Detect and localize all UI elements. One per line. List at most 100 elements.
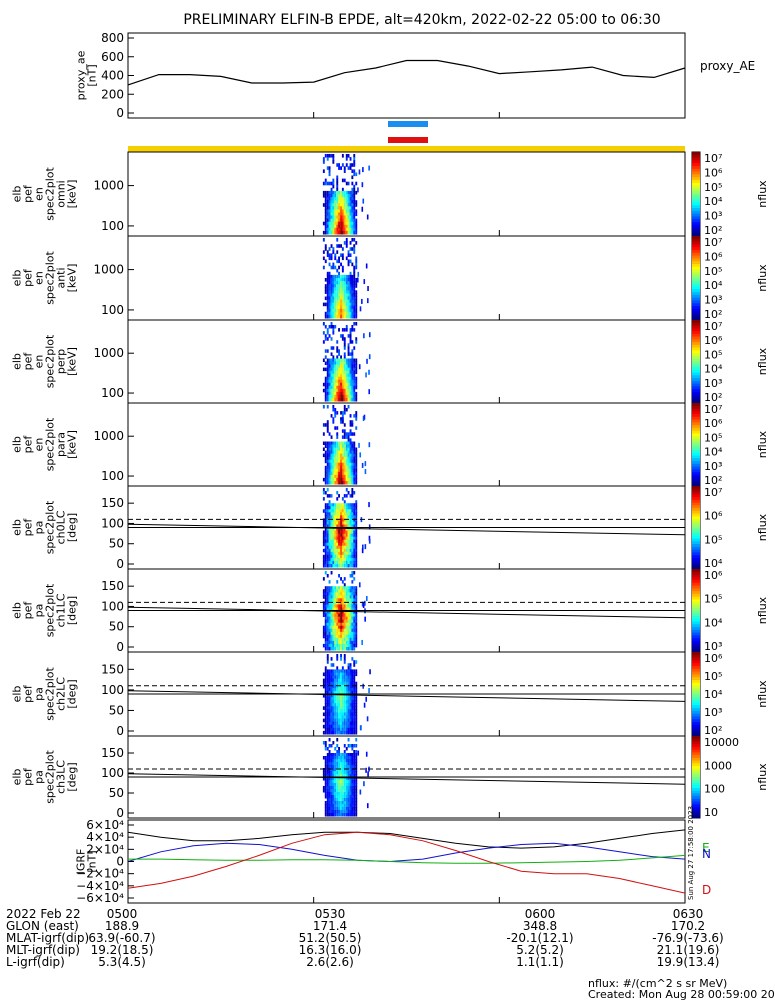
colorbar-ch3LC: [692, 812, 700, 816]
heat-cell-ch3LC: [328, 759, 331, 763]
heat-cell-ch2LC: [338, 730, 340, 735]
heat-cell-perp: [326, 398, 329, 402]
heat-cell-ch2LC: [340, 669, 342, 673]
heat-cell-ch3LC: [349, 813, 352, 817]
heat-cell-ch3LC: [336, 801, 339, 805]
heat-cell-ch3LC: [338, 789, 340, 793]
heat-cell-ch2LC: [330, 706, 333, 710]
heat-cell-ch0LC: [345, 545, 348, 550]
heat-cell-anti: [340, 305, 342, 310]
heat-cell-ch0LC: [341, 557, 344, 562]
heat-cell-ch0LC: [349, 554, 352, 559]
heat-cell-ch0LC: [368, 538, 371, 544]
heat-cell-ch0LC: [343, 533, 346, 538]
colorbar-ch2LC: [692, 671, 700, 675]
heat-cell-ch2LC: [351, 675, 354, 680]
heat-cell-ch2LC: [326, 715, 329, 720]
heat-cell-ch2LC: [353, 663, 356, 667]
heat-cell-ch2LC: [345, 712, 348, 717]
heat-cell-ch2LC: [332, 724, 335, 729]
colorbar-omni: [692, 230, 700, 234]
heat-cell-omni: [332, 154, 335, 158]
heat-cell-ch2LC: [324, 727, 327, 732]
heat-cell-perp: [347, 376, 350, 381]
heat-cell-ch1LC: [347, 619, 350, 624]
heat-cell-ch0LC: [349, 515, 352, 519]
heat-cell-ch1LC: [326, 628, 329, 633]
heat-cell-ch2LC: [347, 706, 350, 710]
colorbar-ch3LC: [692, 738, 700, 742]
heat-cell-omni: [338, 203, 340, 207]
heat-cell-ch3LC: [338, 810, 340, 814]
heat-cell-ch1LC: [338, 586, 340, 590]
colorbar-ch1LC: [692, 574, 700, 578]
heat-cell-para: [338, 481, 340, 485]
heat-cell-ch0LC: [332, 551, 335, 556]
heat-cell-anti: [345, 299, 348, 304]
heat-cell-ch3LC: [345, 753, 348, 757]
heat-cell-para: [330, 465, 333, 470]
heat-cell-omni: [347, 230, 350, 235]
heat-cell-ch0LC: [343, 542, 346, 547]
heat-cell-ch1LC: [336, 613, 339, 617]
heat-cell-ch2LC: [336, 694, 339, 698]
heat-cell-ch1LC: [355, 634, 358, 639]
heat-cell-ch3LC: [347, 759, 350, 763]
heat-cell-ch1LC: [361, 601, 364, 607]
heat-cell-perp: [351, 361, 354, 365]
heat-cell-para: [351, 453, 354, 458]
ytick-label-ch1LC: 100: [101, 599, 124, 613]
heat-cell-para: [345, 441, 348, 445]
heat-cell-perp: [343, 398, 346, 402]
heat-cell-ch3LC: [330, 777, 333, 781]
heat-cell-ch1LC: [347, 610, 350, 614]
heat-cell-perp: [349, 328, 352, 332]
heat-cell-ch3LC: [326, 786, 329, 790]
heat-cell-ch2LC: [328, 694, 331, 698]
ylabel-anti-2: en: [33, 271, 46, 285]
heat-cell-ch0LC: [324, 518, 327, 522]
heat-cell-ch1LC: [336, 601, 339, 605]
heat-cell-para: [353, 462, 356, 467]
heat-cell-ch3LC: [347, 807, 350, 811]
heat-cell-ch2LC: [338, 712, 340, 717]
heat-cell-perp: [334, 391, 337, 396]
heat-cell-anti: [340, 293, 342, 297]
ytick-label-ch0LC: 150: [101, 496, 124, 510]
heat-cell-anti: [332, 308, 335, 313]
heat-cell-ch0LC: [341, 527, 344, 531]
heat-cell-omni: [351, 218, 354, 223]
heat-cell-omni: [326, 224, 329, 229]
heat-cell-omni: [330, 154, 333, 158]
heat-cell-ch2LC: [338, 703, 340, 707]
heat-cell-ch3LC: [336, 744, 339, 748]
heat-cell-anti: [328, 281, 331, 285]
heat-cell-perp: [347, 379, 350, 384]
colorbar-ch3LC: [692, 774, 700, 778]
ylabel-perp-4: perp: [55, 349, 68, 374]
heat-cell-perp: [336, 379, 339, 384]
heat-cell-ch2LC: [336, 666, 339, 670]
heat-cell-anti: [340, 244, 342, 248]
heat-cell-ch2LC: [345, 684, 348, 689]
heat-cell-ch1LC: [324, 595, 327, 599]
heat-cell-omni: [353, 221, 356, 226]
heat-cell-para: [334, 444, 337, 448]
heat-cell-ch1LC: [343, 589, 346, 593]
colorbar-ch0LC: [692, 544, 700, 548]
heat-cell-perp: [336, 391, 339, 396]
heat-cell-ch1LC: [326, 610, 329, 614]
colorbar-label-para: nflux: [756, 430, 769, 458]
heat-cell-perp: [330, 364, 333, 368]
heat-cell-ch0LC: [341, 545, 344, 550]
heat-cell-ch1LC: [324, 647, 327, 651]
heat-cell-omni: [324, 212, 327, 217]
heat-cell-ch3LC: [353, 783, 356, 787]
heat-cell-ch3LC: [326, 765, 329, 769]
colorbar-ch1LC: [692, 580, 700, 584]
heat-cell-para: [347, 456, 350, 461]
heat-cell-ch1LC: [345, 610, 348, 614]
heat-cell-omni: [353, 157, 356, 161]
heat-cell-anti: [355, 293, 358, 297]
heat-cell-ch1LC: [351, 619, 354, 624]
